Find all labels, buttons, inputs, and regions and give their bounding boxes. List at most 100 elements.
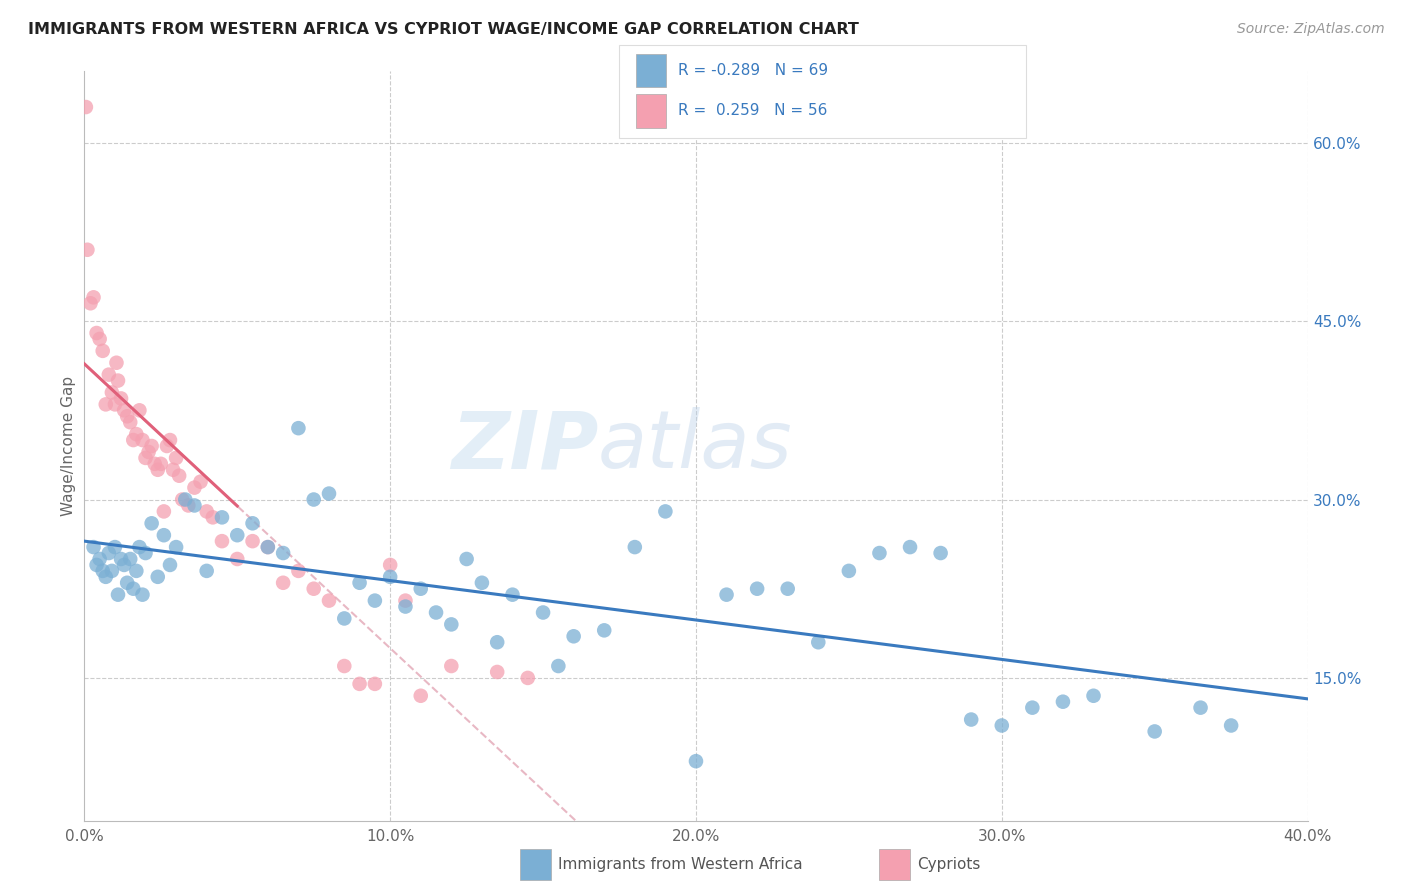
Point [409, 689, 432, 703]
Point [104, 540, 127, 554]
Point [83, 540, 105, 554]
Point [149, 457, 172, 471]
Point [440, 659, 463, 673]
Point [271, 575, 294, 590]
Text: IMMIGRANTS FROM WESTERN AFRICA VS CYPRIOT WAGE/INCOME GAP CORRELATION CHART: IMMIGRANTS FROM WESTERN AFRICA VS CYPRIO… [28, 22, 859, 37]
Point [159, 433, 181, 447]
Point [747, 582, 769, 596]
Point [349, 575, 371, 590]
Point [165, 450, 187, 465]
Point [654, 504, 676, 518]
Y-axis label: Wage/Income Gap: Wage/Income Gap [60, 376, 76, 516]
Point [1220, 718, 1243, 732]
Point [107, 374, 129, 388]
Point [333, 659, 356, 673]
Point [104, 397, 127, 411]
Point [471, 575, 494, 590]
Point [486, 665, 509, 679]
Point [226, 552, 249, 566]
Point [79, 296, 101, 310]
Point [211, 534, 233, 549]
Point [86, 326, 108, 340]
Point [685, 754, 707, 768]
Point [380, 558, 402, 572]
Point [131, 588, 153, 602]
Point [838, 564, 860, 578]
Point [135, 450, 157, 465]
Point [869, 546, 891, 560]
Point [159, 558, 181, 572]
Point [302, 582, 325, 596]
Point [141, 516, 163, 531]
Point [242, 534, 264, 549]
Point [135, 546, 157, 560]
Point [101, 385, 124, 400]
Point [394, 599, 416, 614]
Point [125, 564, 148, 578]
Point [898, 540, 921, 554]
Point [1143, 724, 1166, 739]
Point [287, 421, 309, 435]
Point [120, 552, 142, 566]
Text: R = -0.289   N = 69: R = -0.289 N = 69 [678, 63, 828, 78]
Point [929, 546, 952, 560]
Point [89, 552, 111, 566]
Point [960, 713, 983, 727]
Point [89, 332, 111, 346]
Point [86, 558, 108, 572]
Point [195, 504, 218, 518]
Point [94, 570, 117, 584]
Point [97, 546, 120, 560]
Point [91, 343, 114, 358]
Point [394, 593, 416, 607]
Point [271, 546, 294, 560]
Point [1021, 700, 1043, 714]
Point [807, 635, 830, 649]
Point [167, 468, 190, 483]
Point [456, 552, 478, 566]
Text: atlas: atlas [598, 407, 793, 485]
Point [302, 492, 325, 507]
Point [991, 718, 1014, 732]
Point [115, 575, 138, 590]
Point [1052, 695, 1074, 709]
Point [257, 540, 280, 554]
Point [531, 606, 554, 620]
Point [138, 445, 160, 459]
Point [318, 593, 340, 607]
Point [211, 510, 233, 524]
Point [242, 516, 264, 531]
Point [226, 528, 249, 542]
Point [195, 564, 218, 578]
Point [125, 427, 148, 442]
Point [76, 243, 98, 257]
Point [156, 439, 179, 453]
Point [75, 100, 97, 114]
Point [776, 582, 799, 596]
Text: Source: ZipAtlas.com: Source: ZipAtlas.com [1237, 22, 1385, 37]
Point [122, 582, 145, 596]
Point [110, 392, 132, 406]
Point [380, 570, 402, 584]
Point [94, 397, 117, 411]
Point [409, 582, 432, 596]
Point [146, 570, 169, 584]
Point [1083, 689, 1105, 703]
Point [107, 588, 129, 602]
Text: Immigrants from Western Africa: Immigrants from Western Africa [558, 857, 803, 871]
Point [120, 415, 142, 429]
Point [83, 290, 105, 304]
Point [183, 481, 205, 495]
Point [440, 617, 463, 632]
Point [97, 368, 120, 382]
Point [101, 564, 124, 578]
Point [128, 403, 150, 417]
Text: ZIP: ZIP [451, 407, 598, 485]
Point [172, 492, 194, 507]
Point [115, 409, 138, 424]
Point [112, 558, 135, 572]
Point [91, 564, 114, 578]
Point [105, 356, 128, 370]
Point [486, 635, 509, 649]
Point [318, 486, 340, 500]
